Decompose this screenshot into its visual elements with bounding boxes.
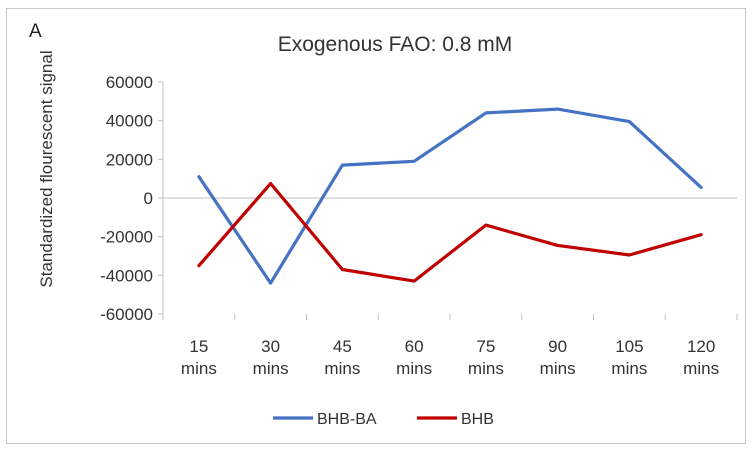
series-line-bhb: [197, 181, 703, 283]
y-tick-label: 60000: [106, 73, 153, 92]
y-tick-label: 20000: [106, 150, 153, 169]
x-tick-label: 30 mins: [253, 337, 289, 378]
chart-frame: A Exogenous FAO: 0.8 mM Standardized flo…: [6, 8, 746, 444]
panel-label: A: [29, 21, 42, 42]
x-tick-label: 75 mins: [468, 337, 504, 378]
line-chart: A Exogenous FAO: 0.8 mM Standardized flo…: [29, 21, 738, 428]
chart-title: Exogenous FAO: 0.8 mM: [278, 33, 513, 56]
y-tick-label: 40000: [106, 112, 153, 131]
y-tick-labels: 60000 40000 20000 0 -20000 -40000 -60000: [100, 73, 153, 324]
x-tick-label: 45 mins: [324, 337, 360, 378]
y-tick-label: -40000: [100, 266, 153, 285]
x-tick-label: 105 mins: [611, 337, 647, 378]
legend-label-bhb-ba: BHB-BA: [317, 411, 377, 428]
series-lines: [197, 107, 703, 285]
legend: BHB-BA BHB: [273, 411, 494, 428]
series-line-bhb-ba: [197, 107, 703, 285]
x-tick-labels: 15 mins 30 mins 45 mins 60 mins 75 mins 90 mins 105 m…: [181, 337, 719, 378]
x-tick-label: 15 mins: [181, 337, 217, 378]
axes: [158, 81, 738, 320]
legend-label-bhb: BHB: [461, 411, 494, 428]
x-tick-label: 120 mins: [683, 337, 719, 378]
y-tick-label: 0: [144, 189, 153, 208]
x-tick-label: 60 mins: [396, 337, 432, 378]
y-tick-label: -20000: [100, 228, 153, 247]
y-axis-label: Standardized flourescent signal: [37, 50, 56, 287]
y-tick-label: -60000: [100, 305, 153, 324]
x-tick-label: 90 mins: [540, 337, 576, 378]
